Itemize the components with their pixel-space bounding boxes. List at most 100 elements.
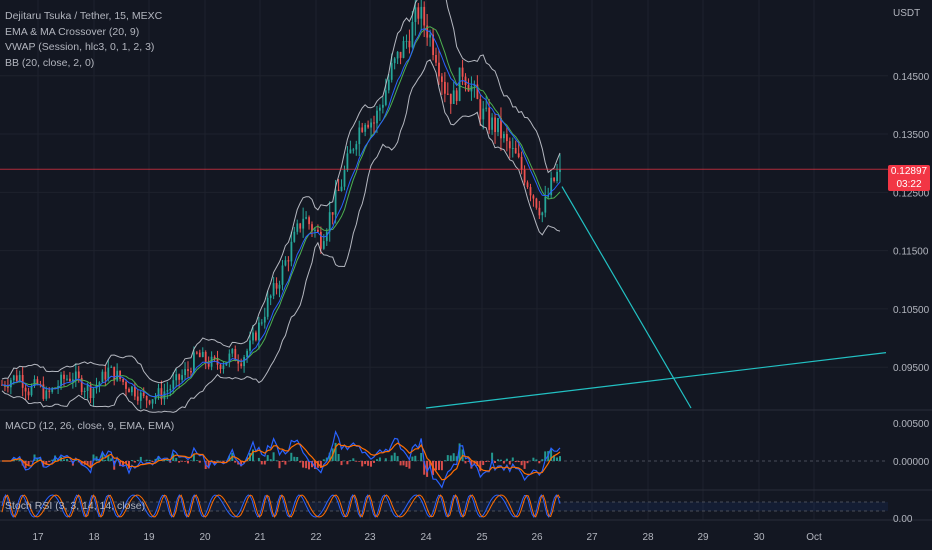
candle (228, 353, 231, 363)
candle (467, 85, 470, 92)
candle (444, 81, 446, 94)
macd-histogram-bar (449, 455, 452, 461)
price-tick-label: 0.10500 (893, 305, 930, 316)
candle (201, 352, 204, 357)
price-tick-label: 0.13500 (893, 130, 930, 141)
macd-histogram-bar (526, 461, 529, 464)
candle (334, 189, 337, 215)
macd-histogram-bar (275, 460, 278, 461)
candle (166, 390, 169, 392)
macd-histogram-bar (455, 456, 458, 461)
candle (382, 104, 384, 108)
indicator-ema-ma[interactable]: EMA & MA Crossover (20, 9) (5, 25, 140, 38)
time-axis-label: Oct (806, 532, 822, 543)
candle (408, 40, 411, 48)
bb-lower-line (1, 59, 561, 413)
trend-line (425, 352, 887, 409)
chart-legend: Dejitaru Tsuka / Tether, 15, MEXC EMA & … (5, 9, 162, 71)
macd-histogram-bar (228, 455, 231, 461)
candle (77, 371, 80, 378)
candle (488, 107, 491, 130)
candle (89, 384, 92, 398)
time-axis-label: 26 (531, 532, 543, 543)
candle (139, 392, 142, 401)
candle (464, 76, 467, 85)
candle (479, 99, 482, 120)
candle (234, 349, 237, 361)
macd-histogram-bar (520, 461, 523, 466)
macd-histogram-bar (502, 461, 505, 464)
candle (98, 382, 101, 386)
candle (60, 374, 62, 386)
time-axis-label: 24 (420, 532, 432, 543)
stoch-tick-label: 0.00 (893, 514, 913, 525)
candle (57, 386, 59, 389)
candle (80, 377, 83, 392)
trend-line (561, 186, 692, 409)
macd-histogram-bar (314, 461, 316, 469)
candle (541, 212, 544, 216)
vwap-line (1, 28, 561, 397)
bollinger-bands (1, 0, 561, 413)
macd-histogram-bar (263, 461, 266, 465)
candle (529, 187, 532, 196)
macd-label[interactable]: MACD (12, 26, close, 9, EMA, EMA) (5, 420, 175, 432)
macd-histogram-bar (349, 460, 352, 461)
candle (370, 122, 372, 128)
stoch-band (0, 502, 888, 511)
candle (337, 189, 340, 191)
candle (417, 7, 420, 19)
macd-histogram-bar (538, 461, 541, 464)
macd-histogram-bar (393, 452, 396, 461)
macd-histogram-bar (319, 461, 322, 468)
macd-histogram-bar (559, 456, 561, 461)
axis-labels: USDT 0.14500 0.13500 0.12500 0.11500 0.10500 0… (32, 8, 929, 543)
currency-label: USDT (893, 8, 920, 19)
macd-histogram-bar (373, 461, 375, 463)
macd-histogram-bar (125, 461, 127, 463)
macd-histogram-bar (260, 461, 263, 465)
macd-histogram-bar (523, 461, 526, 469)
macd-histogram-bar (479, 461, 482, 472)
macd-histogram-bar (237, 461, 240, 465)
candle (438, 62, 440, 77)
macd-histogram-bar (278, 461, 281, 469)
candle (299, 223, 302, 229)
indicator-vwap[interactable]: VWAP (Session, hlc3, 0, 1, 2, 3) (5, 41, 155, 53)
candle (441, 76, 443, 82)
candle (181, 375, 183, 380)
candle (349, 149, 352, 154)
candle (284, 260, 287, 266)
candle (131, 386, 133, 393)
macd-histogram-bar (384, 458, 387, 461)
time-axis-label: 22 (310, 532, 322, 543)
symbol-title[interactable]: Dejitaru Tsuka / Tether, 15, MEXC (5, 10, 163, 22)
macd-histogram-bar (411, 456, 414, 461)
macd-histogram-bar (396, 456, 399, 461)
candle (390, 63, 393, 80)
candle (157, 388, 160, 397)
stoch-pane (0, 493, 888, 519)
stoch-label[interactable]: Stoch RSI (3, 3, 14, 14, close) (5, 500, 146, 512)
candle (500, 118, 502, 139)
candle (290, 241, 293, 262)
candle (538, 207, 541, 216)
macd-histogram-bar (139, 456, 142, 461)
time-axis-label: 18 (88, 532, 100, 543)
macd-histogram-bar (556, 457, 558, 461)
macd-histogram-bar (308, 461, 310, 470)
macd-histogram-bar (517, 461, 520, 463)
macd-histogram-bar (30, 461, 33, 462)
macd-histogram-bar (257, 457, 260, 461)
macd-histogram-bar (151, 461, 154, 463)
time-axis-label: 23 (364, 532, 376, 543)
candle (10, 380, 12, 388)
candle (550, 177, 553, 196)
macd-histogram-bar (175, 457, 178, 461)
candle (358, 127, 361, 145)
candle (411, 22, 414, 48)
indicator-bb[interactable]: BB (20, close, 2, 0) (5, 56, 95, 69)
candle (169, 388, 172, 391)
